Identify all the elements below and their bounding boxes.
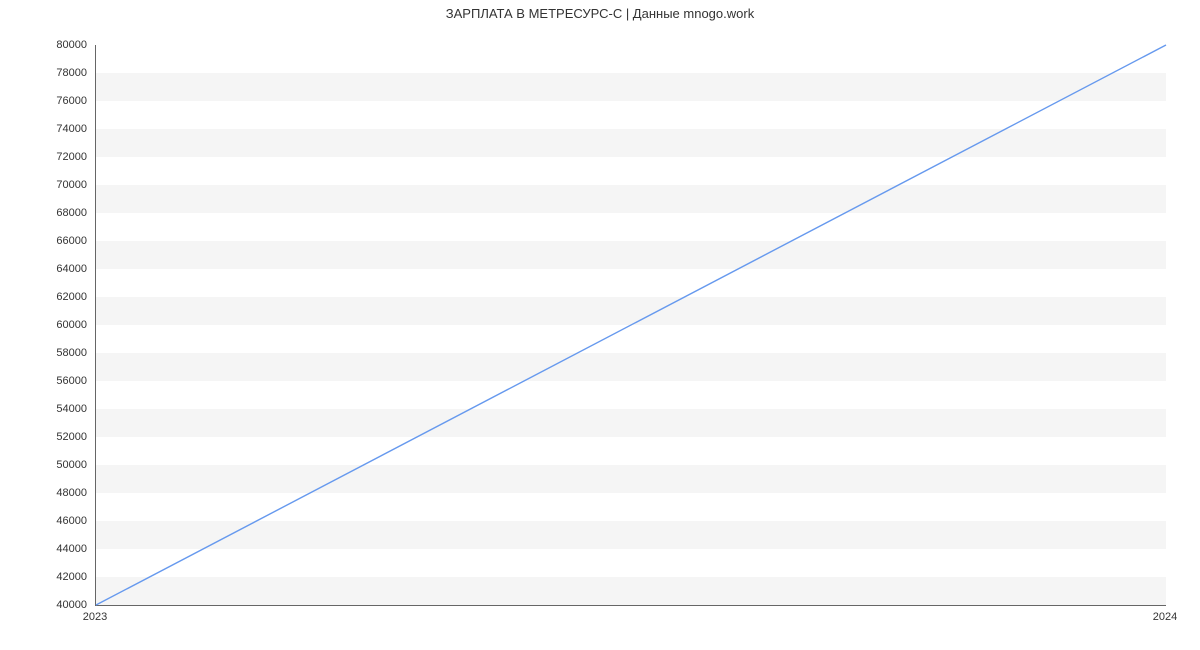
- y-tick-label: 56000: [0, 375, 87, 387]
- y-tick-label: 78000: [0, 67, 87, 79]
- x-tick-label: 2024: [1153, 611, 1177, 623]
- y-tick-label: 66000: [0, 235, 87, 247]
- x-tick-label: 2023: [83, 611, 107, 623]
- y-tick-label: 70000: [0, 179, 87, 191]
- y-tick-label: 76000: [0, 95, 87, 107]
- y-tick-label: 42000: [0, 571, 87, 583]
- y-tick-label: 64000: [0, 263, 87, 275]
- y-tick-label: 68000: [0, 207, 87, 219]
- y-tick-label: 80000: [0, 39, 87, 51]
- y-tick-label: 58000: [0, 347, 87, 359]
- y-tick-label: 50000: [0, 459, 87, 471]
- y-tick-label: 60000: [0, 319, 87, 331]
- y-tick-label: 40000: [0, 599, 87, 611]
- y-tick-label: 54000: [0, 403, 87, 415]
- y-tick-label: 46000: [0, 515, 87, 527]
- salary-chart: ЗАРПЛАТА В МЕТРЕСУРС-С | Данные mnogo.wo…: [0, 0, 1200, 650]
- y-tick-label: 74000: [0, 123, 87, 135]
- y-tick-label: 44000: [0, 543, 87, 555]
- plot-area: [95, 45, 1166, 606]
- y-tick-label: 62000: [0, 291, 87, 303]
- y-tick-label: 52000: [0, 431, 87, 443]
- y-tick-label: 48000: [0, 487, 87, 499]
- chart-title: ЗАРПЛАТА В МЕТРЕСУРС-С | Данные mnogo.wo…: [0, 6, 1200, 21]
- line-series: [96, 45, 1166, 605]
- y-tick-label: 72000: [0, 151, 87, 163]
